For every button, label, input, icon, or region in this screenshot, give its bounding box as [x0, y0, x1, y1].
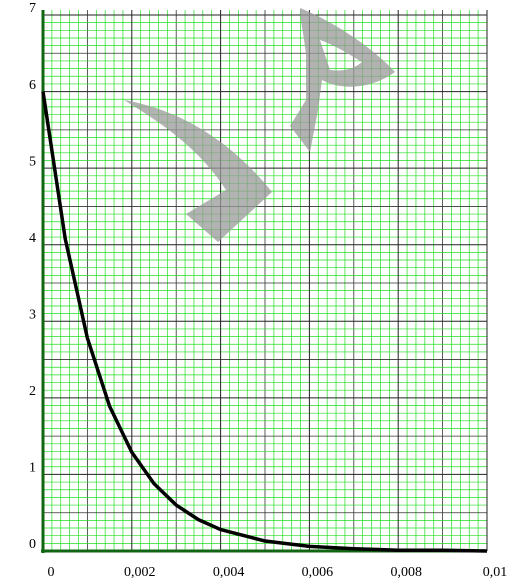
- x-tick-label: 0,008: [390, 565, 422, 580]
- y-tick-label: 4: [29, 231, 36, 246]
- y-tick-label: 2: [29, 384, 36, 399]
- y-tick-label: 7: [29, 1, 36, 16]
- watermark-shape: [124, 100, 272, 242]
- x-tick-label: 0,004: [213, 565, 245, 580]
- x-tick-label: 0,002: [124, 565, 156, 580]
- y-tick-label: 1: [29, 461, 36, 476]
- x-tick-label: 0: [48, 565, 55, 580]
- y-tick-label: 6: [29, 78, 36, 93]
- x-tick-label: 0,01: [483, 565, 508, 580]
- watermark-shape: [290, 8, 395, 152]
- curve: [41, 91, 488, 553]
- y-tick-label: 0: [29, 537, 36, 552]
- x-tick-label: 0,006: [302, 565, 334, 580]
- y-tick-label: 3: [29, 308, 36, 323]
- y-tick-label: 5: [29, 154, 36, 169]
- watermark: [124, 8, 395, 242]
